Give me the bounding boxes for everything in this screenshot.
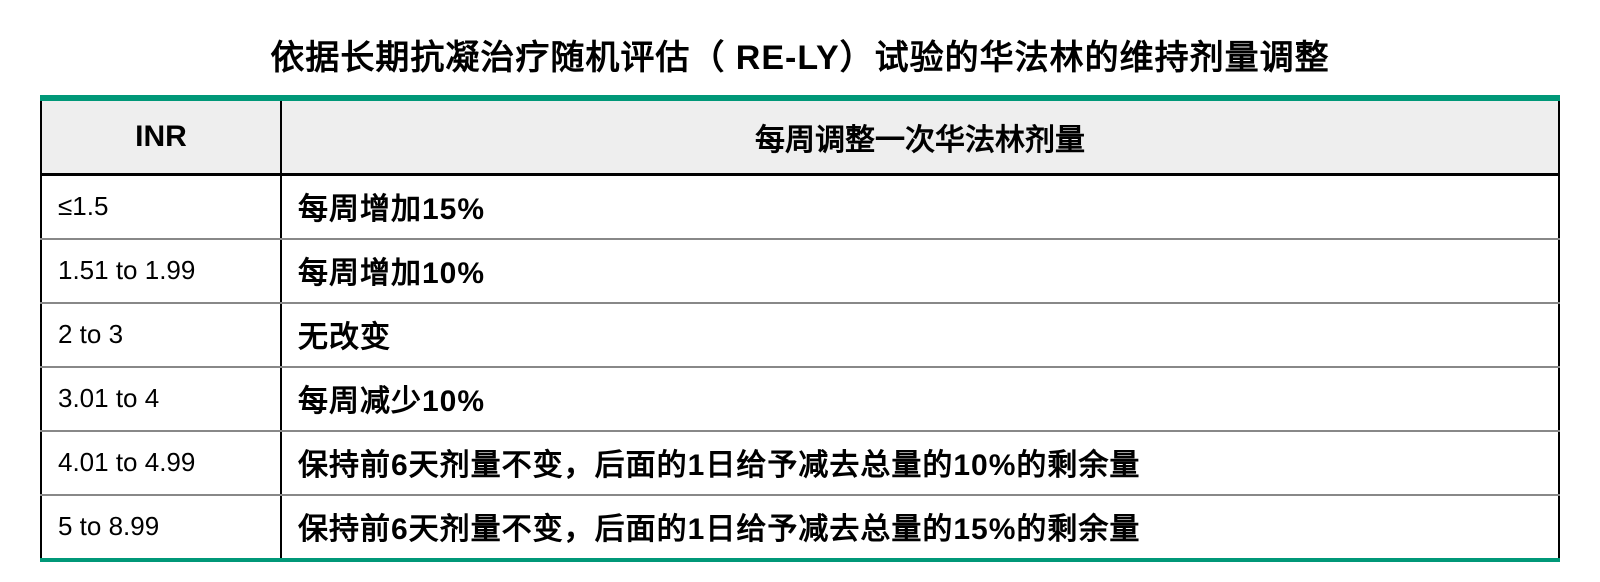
table-header-row: INR 每周调整一次华法林剂量: [41, 101, 1559, 175]
inr-cell: ≤1.5: [41, 175, 281, 240]
adjustment-cell: 每周增加10%: [281, 239, 1559, 303]
adjustment-cell: 无改变: [281, 303, 1559, 367]
table-container: INR 每周调整一次华法林剂量 ≤1.5 每周增加15% 1.51 to 1.9…: [40, 95, 1560, 562]
inr-cell: 5 to 8.99: [41, 495, 281, 558]
table-row: 3.01 to 4 每周减少10%: [41, 367, 1559, 431]
column-header-inr: INR: [41, 101, 281, 175]
page-title: 依据长期抗凝治疗随机评估（ RE-LY）试验的华法林的维持剂量调整: [40, 30, 1560, 79]
dosing-table: INR 每周调整一次华法林剂量 ≤1.5 每周增加15% 1.51 to 1.9…: [40, 101, 1560, 558]
inr-cell: 3.01 to 4: [41, 367, 281, 431]
adjustment-cell: 每周增加15%: [281, 175, 1559, 240]
table-row: 5 to 8.99 保持前6天剂量不变，后面的1日给予减去总量的15%的剩余量: [41, 495, 1559, 558]
column-header-adjustment: 每周调整一次华法林剂量: [281, 101, 1559, 175]
adjustment-cell: 保持前6天剂量不变，后面的1日给予减去总量的10%的剩余量: [281, 431, 1559, 495]
table-row: ≤1.5 每周增加15%: [41, 175, 1559, 240]
adjustment-cell: 保持前6天剂量不变，后面的1日给予减去总量的15%的剩余量: [281, 495, 1559, 558]
table-row: 2 to 3 无改变: [41, 303, 1559, 367]
table-row: 1.51 to 1.99 每周增加10%: [41, 239, 1559, 303]
inr-cell: 2 to 3: [41, 303, 281, 367]
inr-cell: 4.01 to 4.99: [41, 431, 281, 495]
inr-cell: 1.51 to 1.99: [41, 239, 281, 303]
table-row: 4.01 to 4.99 保持前6天剂量不变，后面的1日给予减去总量的10%的剩…: [41, 431, 1559, 495]
adjustment-cell: 每周减少10%: [281, 367, 1559, 431]
